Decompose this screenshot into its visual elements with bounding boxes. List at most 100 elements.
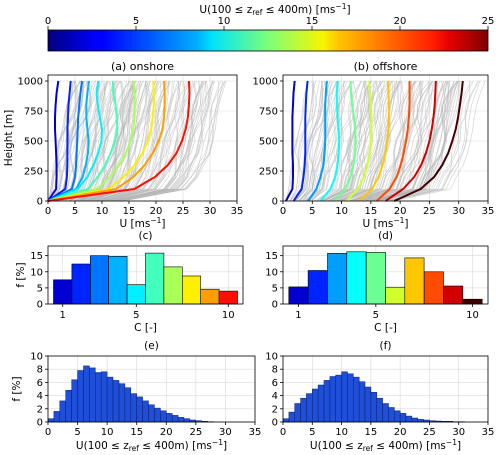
background-profile <box>112 80 207 202</box>
background-profile <box>86 80 151 202</box>
background-profile <box>289 80 315 202</box>
y-tick-label: 10 <box>265 352 278 363</box>
hist-bar-16 <box>142 400 149 423</box>
y-tick-label: 2 <box>37 404 43 415</box>
hist-bar-1 <box>288 411 296 423</box>
background-profile <box>68 80 117 202</box>
hist-bar-17 <box>382 403 389 423</box>
y-tick-label: 15 <box>30 251 43 262</box>
hist-bar-10 <box>106 376 114 423</box>
background-profile <box>96 80 170 202</box>
cluster-profile-8 <box>376 81 411 202</box>
background-profile <box>121 80 226 202</box>
x-tick-label: 20 <box>150 206 163 217</box>
hist-bar-0 <box>282 418 290 423</box>
x-tick-label: 15 <box>130 427 143 438</box>
x-axis-label: U(100 ≤ zref ≤ 400m) [ms−1] <box>76 438 227 453</box>
background-profile <box>80 80 142 202</box>
hist-bar-6 <box>317 384 325 423</box>
x-tick-label: 30 <box>219 427 232 438</box>
y-tick-label: 0 <box>37 197 43 208</box>
hist-bar-20 <box>166 413 173 423</box>
cluster-profile-8 <box>47 80 155 202</box>
y-tick-label: 0 <box>272 300 278 311</box>
hist-bar-7 <box>89 367 96 423</box>
cluster-profile-6 <box>345 80 373 202</box>
background-profile <box>339 80 396 202</box>
cluster-bar-2 <box>71 263 91 305</box>
hist-bar-0 <box>47 418 55 423</box>
background-profile <box>371 80 449 202</box>
background-profile <box>95 80 172 202</box>
background-profile <box>79 80 137 202</box>
hist-bar-4 <box>306 393 313 423</box>
background-profile <box>335 80 391 202</box>
background-profile <box>315 80 358 202</box>
cluster-profile-4 <box>319 80 341 202</box>
background-profile <box>53 80 86 202</box>
colorbar-tick-label: 5 <box>133 16 139 27</box>
background-profile <box>325 80 377 202</box>
colorbar-gradient <box>47 29 489 52</box>
background-profile <box>64 80 109 202</box>
hist-bar-8 <box>329 376 337 423</box>
background-profile <box>384 80 472 202</box>
x-tick-label: 20 <box>394 427 407 438</box>
hist-bar-6 <box>83 365 90 423</box>
cluster-bar-6 <box>385 286 406 305</box>
x-tick-label: 0 <box>280 427 286 438</box>
background-profile <box>302 80 340 202</box>
background-profile <box>311 80 354 202</box>
hist-bar-10 <box>341 371 348 423</box>
background-profile <box>77 80 136 202</box>
background-profile <box>83 80 147 202</box>
hist-bar-19 <box>394 410 401 423</box>
background-profile <box>308 80 345 202</box>
x-axis-label: U [ms−1] <box>363 216 409 230</box>
x-tick-label: 35 <box>482 427 495 438</box>
background-profile <box>122 80 226 202</box>
background-profile <box>78 80 136 202</box>
axes-frame <box>47 355 256 423</box>
hist-bar-4 <box>71 379 78 423</box>
x-axis-label: C [-] <box>374 322 397 334</box>
background-profile <box>370 80 447 202</box>
background-profile <box>355 80 421 202</box>
x-tick-label: 25 <box>189 427 202 438</box>
background-profile <box>85 80 151 202</box>
hist-bar-19 <box>160 410 167 423</box>
cluster-bar-3 <box>90 255 110 305</box>
background-profile <box>361 80 434 202</box>
colorbar-ticks: 0 5 10 15 20 25 <box>45 16 494 30</box>
x-tick-label: 25 <box>177 206 190 217</box>
x-tick-label: 10 <box>335 427 348 438</box>
axes-frame <box>47 74 238 202</box>
hist-bar-20 <box>399 413 407 423</box>
x-axis-label: U [ms−1] <box>120 216 166 230</box>
cluster-bar-2 <box>307 270 328 305</box>
axes-frame <box>282 355 489 423</box>
y-tick-label: 500 <box>24 137 43 148</box>
cluster-bar-3 <box>327 253 348 305</box>
colorbar: U(100 ≤ zref ≤ 400m) [ms−1] 0 5 10 15 20 25 <box>45 2 494 52</box>
background-profile <box>116 80 215 202</box>
panel-title: (b) offshore <box>354 60 418 73</box>
background-profile <box>308 80 348 202</box>
axes-frame <box>282 74 489 202</box>
x-tick-label: 30 <box>204 206 217 217</box>
y-tick-label: 0 <box>37 300 43 311</box>
x-tick-label: 0 <box>280 206 286 217</box>
y-tick-label: 1000 <box>253 77 278 88</box>
background-profile <box>322 80 371 202</box>
background-profile <box>317 80 362 202</box>
cluster-bar-1 <box>53 279 73 305</box>
background-profile <box>350 80 415 202</box>
background-profile <box>93 80 169 202</box>
background-profile <box>296 80 326 202</box>
colorbar-tick-label: 15 <box>306 16 319 27</box>
background-profile <box>50 80 79 202</box>
background-profile <box>111 80 204 202</box>
background-profile <box>48 80 73 202</box>
cluster-profile-9 <box>384 80 437 202</box>
background-profile <box>67 80 112 202</box>
